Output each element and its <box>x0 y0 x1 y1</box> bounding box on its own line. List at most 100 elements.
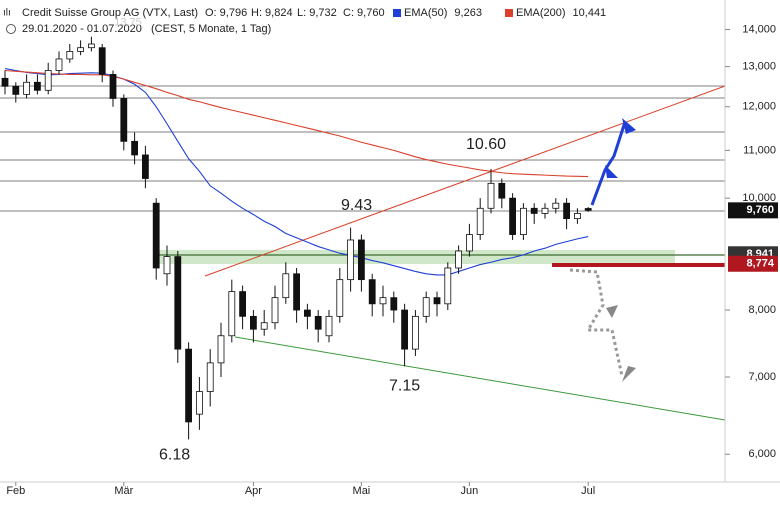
candle-body <box>66 51 74 60</box>
candle-body <box>44 70 52 91</box>
y-tick-label: 11,000 <box>743 144 776 156</box>
ohlc: L: 9,732 <box>297 7 337 19</box>
trend-line <box>234 336 726 421</box>
x-tick-label: Mai <box>353 485 371 497</box>
candle-body <box>584 208 592 211</box>
price-label-box <box>728 202 778 219</box>
candle-body <box>552 202 560 209</box>
header: ılı Credit Suisse Group AG (VTX, Last) O… <box>3 7 385 35</box>
y-tick-label: 12,000 <box>742 101 776 113</box>
candle-body <box>368 279 376 305</box>
candle-body <box>98 47 106 75</box>
candle-body <box>520 207 527 235</box>
arrow-head <box>605 165 618 178</box>
candle-body <box>498 182 506 199</box>
candle-body <box>336 279 344 317</box>
candle-body <box>563 202 570 220</box>
candle-body <box>185 348 193 423</box>
x-tick-label: Apr <box>245 485 262 497</box>
y-tick-label: 10,000 <box>742 192 776 204</box>
candle-body <box>120 98 128 142</box>
candle-body <box>530 207 538 214</box>
ohlc: C: 9,760 <box>343 7 385 19</box>
candle-body <box>109 73 117 99</box>
annotation: 7.15 <box>389 378 420 395</box>
icon: ılı <box>3 8 11 19</box>
candle-body <box>55 58 63 71</box>
candle-body <box>217 335 225 364</box>
candle-body <box>444 267 452 305</box>
candle-body <box>487 182 495 209</box>
candle-body <box>509 197 517 235</box>
candle-body <box>23 81 31 95</box>
range-info: (CEST, 5 Monate, 1 Tag) <box>151 23 271 35</box>
candle-body <box>541 207 549 214</box>
ohlc: H: 9,824 <box>251 7 293 19</box>
arrow-head <box>622 366 636 382</box>
price-label: 8,774 <box>746 258 774 270</box>
candle-body <box>465 234 473 252</box>
candle-body <box>206 362 214 392</box>
candle-body <box>12 85 20 95</box>
legend-label: EMA(200) <box>516 7 566 19</box>
price-label-box <box>728 255 778 272</box>
header-title: Credit Suisse Group AG (VTX, Last) <box>22 7 198 19</box>
candle-body <box>88 43 95 49</box>
candle-body <box>163 256 171 275</box>
candle-body <box>174 256 182 350</box>
candle-body <box>422 297 430 317</box>
arrow <box>590 121 627 206</box>
y-tick-label: 14,000 <box>742 23 776 35</box>
candle-body <box>195 391 203 415</box>
x-tick-label: Jun <box>461 485 479 497</box>
candle-body <box>455 250 463 269</box>
candle-body <box>228 291 236 337</box>
candle-body <box>379 297 387 305</box>
candle-body <box>131 140 139 156</box>
annotation: 6.18 <box>159 447 190 464</box>
legend-swatch <box>505 9 513 17</box>
support-zone <box>155 250 675 264</box>
candle-body <box>303 309 311 317</box>
arrow-head <box>622 118 636 134</box>
candle-body <box>77 47 84 52</box>
y-tick-label: 13,000 <box>742 61 776 73</box>
price-label: 8,941 <box>746 248 774 260</box>
arrow-head <box>606 305 618 318</box>
candle-body <box>249 315 257 330</box>
candle-body <box>357 239 365 281</box>
candle-body <box>260 322 268 330</box>
candle-body <box>314 315 322 330</box>
candle-body <box>325 315 333 337</box>
x-tick-label: Feb <box>6 485 25 497</box>
trend-line <box>204 85 726 277</box>
legend-label: EMA(50) <box>404 7 447 19</box>
candle-body <box>152 202 160 269</box>
y-tick-label: 8,000 <box>748 304 776 316</box>
candle-body <box>239 291 247 317</box>
legend-value: 10,441 <box>573 7 607 19</box>
candle-body <box>282 273 290 299</box>
candle-body <box>1 77 9 87</box>
candle-body <box>293 273 301 311</box>
arrow <box>569 268 624 377</box>
y-tick-label: 7,000 <box>748 371 776 383</box>
candle-body <box>347 239 355 281</box>
price-label: 9,760 <box>746 204 774 216</box>
y-tick-label: 6,000 <box>748 448 776 460</box>
x-tick-label: Mär <box>114 485 133 497</box>
annotation: 10.60 <box>466 136 506 153</box>
legend-swatch <box>393 9 401 17</box>
candle-body <box>34 81 41 91</box>
candle-body <box>401 309 409 350</box>
clock-icon <box>6 24 16 34</box>
candle-body <box>476 207 484 235</box>
date-range: 29.01.2020 - 01.07.2020 <box>22 23 142 35</box>
ohlc: O: 9,796 <box>205 7 247 19</box>
candle-body <box>411 315 419 350</box>
candle-body <box>271 297 279 324</box>
candle-body <box>433 297 441 305</box>
candle-body <box>390 297 398 311</box>
